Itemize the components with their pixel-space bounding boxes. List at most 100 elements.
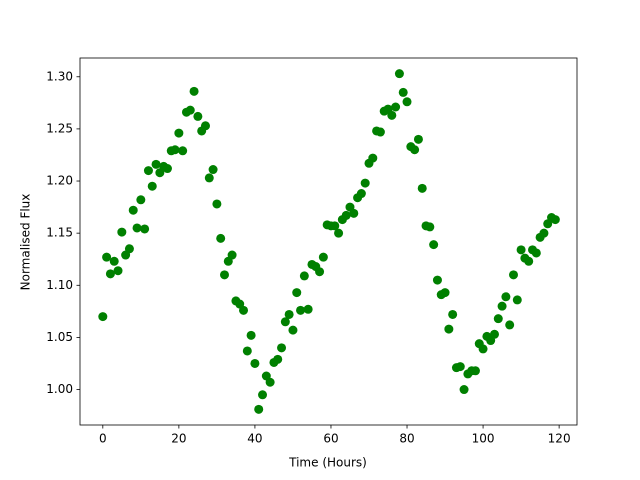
plot-frame: [79, 57, 578, 426]
y-tick-label: 1.25: [46, 121, 73, 135]
point: [360, 178, 370, 188]
point: [391, 102, 401, 112]
point: [124, 244, 134, 254]
point: [117, 227, 127, 237]
y-tick-label: 1.10: [46, 278, 73, 292]
point: [284, 309, 294, 319]
point: [531, 248, 541, 258]
point: [185, 105, 195, 115]
y-tick-label: 1.30: [46, 69, 73, 83]
x-tick-label: 120: [548, 432, 571, 446]
point: [470, 366, 480, 376]
y-tick-label: 1.05: [46, 330, 73, 344]
point: [204, 173, 214, 183]
point: [448, 309, 458, 319]
point: [368, 153, 378, 163]
point: [208, 165, 218, 175]
point: [398, 87, 408, 97]
point: [288, 325, 298, 335]
point: [356, 189, 366, 199]
point: [200, 121, 210, 131]
point: [277, 343, 287, 353]
point: [394, 69, 404, 79]
point: [341, 210, 351, 220]
point: [147, 181, 157, 191]
point: [296, 305, 306, 315]
x-tick-label: 40: [247, 432, 262, 446]
point: [113, 266, 123, 276]
point: [265, 377, 275, 387]
point: [550, 215, 560, 225]
point: [432, 275, 442, 285]
point: [410, 145, 420, 155]
point: [539, 228, 549, 238]
point: [242, 346, 252, 356]
point: [349, 208, 359, 218]
point: [459, 385, 469, 395]
x-axis-label: Time (Hours): [288, 456, 367, 470]
x-tick-label: 20: [171, 432, 186, 446]
point: [273, 354, 283, 364]
point: [524, 256, 534, 266]
point: [501, 292, 511, 302]
x-tick-label: 60: [323, 432, 338, 446]
point: [109, 256, 119, 266]
point: [478, 344, 488, 354]
point: [128, 205, 138, 215]
point: [189, 86, 199, 96]
point: [505, 320, 515, 330]
point: [429, 240, 439, 250]
point: [330, 221, 340, 231]
point: [140, 224, 150, 234]
point: [174, 128, 184, 138]
point: [318, 252, 328, 262]
point: [143, 166, 153, 176]
point: [280, 317, 290, 327]
point: [497, 301, 507, 311]
point: [299, 271, 309, 281]
point: [178, 146, 188, 156]
point: [334, 228, 344, 238]
point: [162, 164, 172, 174]
point: [227, 250, 237, 260]
point: [413, 134, 423, 144]
point: [132, 223, 142, 233]
point: [425, 222, 435, 232]
point: [508, 270, 518, 280]
point: [239, 305, 249, 315]
y-tick-label: 1.00: [46, 382, 73, 396]
point: [315, 267, 325, 277]
point: [258, 390, 268, 400]
y-tick-label: 1.20: [46, 174, 73, 188]
point: [98, 312, 108, 322]
point: [417, 183, 427, 193]
point: [303, 304, 313, 314]
point: [375, 127, 385, 137]
point: [212, 199, 222, 209]
point: [193, 111, 203, 121]
point: [489, 329, 499, 339]
point: [444, 324, 454, 334]
point: [516, 245, 526, 255]
point: [493, 314, 503, 324]
point: [440, 288, 450, 298]
point: [455, 362, 465, 372]
point: [102, 252, 112, 262]
point: [170, 145, 180, 155]
point: [292, 288, 302, 298]
point: [105, 269, 115, 279]
point: [136, 195, 146, 205]
point: [250, 358, 260, 368]
point: [219, 270, 229, 280]
point: [402, 97, 412, 107]
point: [216, 233, 226, 243]
point: [512, 295, 522, 305]
point: [387, 110, 397, 120]
y-tick-label: 1.15: [46, 226, 73, 240]
x-tick-label: 80: [399, 432, 414, 446]
y-axis-label: Normalised Flux: [19, 194, 33, 291]
x-tick-label: 0: [99, 432, 107, 446]
point: [246, 330, 256, 340]
